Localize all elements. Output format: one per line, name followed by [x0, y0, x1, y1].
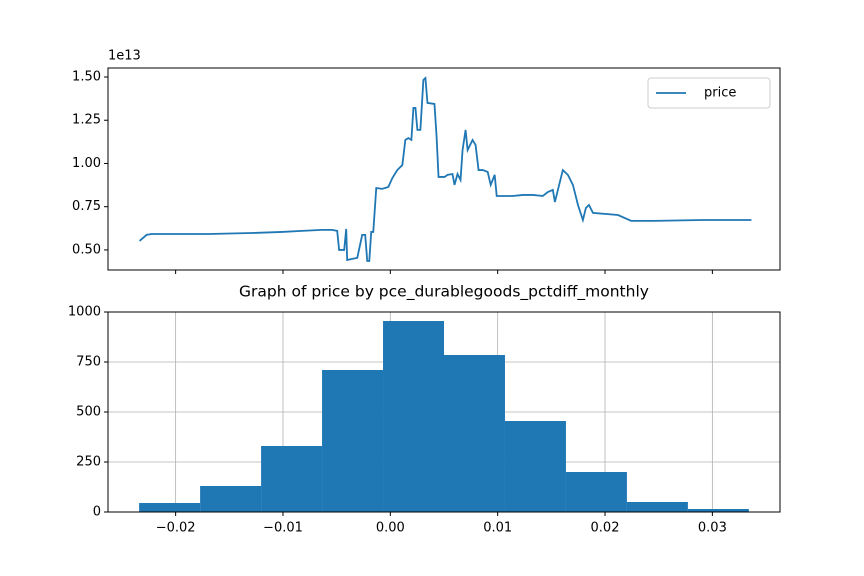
y-tick-label: 0.50: [72, 242, 101, 257]
y-tick-label: 1.00: [72, 156, 101, 171]
x-tick-label: 0.00: [376, 521, 405, 536]
legend-label: price: [704, 86, 736, 101]
y-tick-label: 1000: [68, 305, 101, 320]
hist-bar: [565, 472, 627, 512]
hist-bar: [139, 503, 201, 512]
legend-box: [647, 77, 771, 109]
hist-bar: [444, 355, 505, 512]
hist-bar: [261, 446, 323, 512]
y-tick-label: 1.25: [72, 113, 101, 128]
x-tick-label: 0.01: [483, 521, 512, 536]
hist-bar: [687, 509, 749, 512]
y-tick-label: 750: [76, 355, 101, 370]
hist-bar: [200, 486, 262, 512]
hist-bar: [626, 502, 688, 512]
x-tick-label: −0.01: [263, 521, 303, 536]
y-tick-label: 0: [93, 505, 101, 520]
hist-bar: [383, 321, 444, 512]
y-tick-label: 500: [76, 405, 101, 420]
y-tick-label: 1.50: [72, 69, 101, 84]
axes-frame: [107, 67, 781, 271]
hist-bar: [322, 370, 384, 512]
y-tick-label: 0.75: [72, 199, 101, 214]
x-tick-label: 0.03: [698, 521, 727, 536]
line-series: [138, 76, 752, 262]
y-tick-label: 250: [76, 455, 101, 470]
x-tick-label: 0.02: [591, 521, 620, 536]
x-tick-label: −0.02: [156, 521, 196, 536]
chart-title: Graph of price by pce_durablegoods_pctdi…: [239, 283, 649, 302]
y-offset-label: 1e13: [108, 49, 141, 64]
hist-bar: [504, 421, 566, 512]
